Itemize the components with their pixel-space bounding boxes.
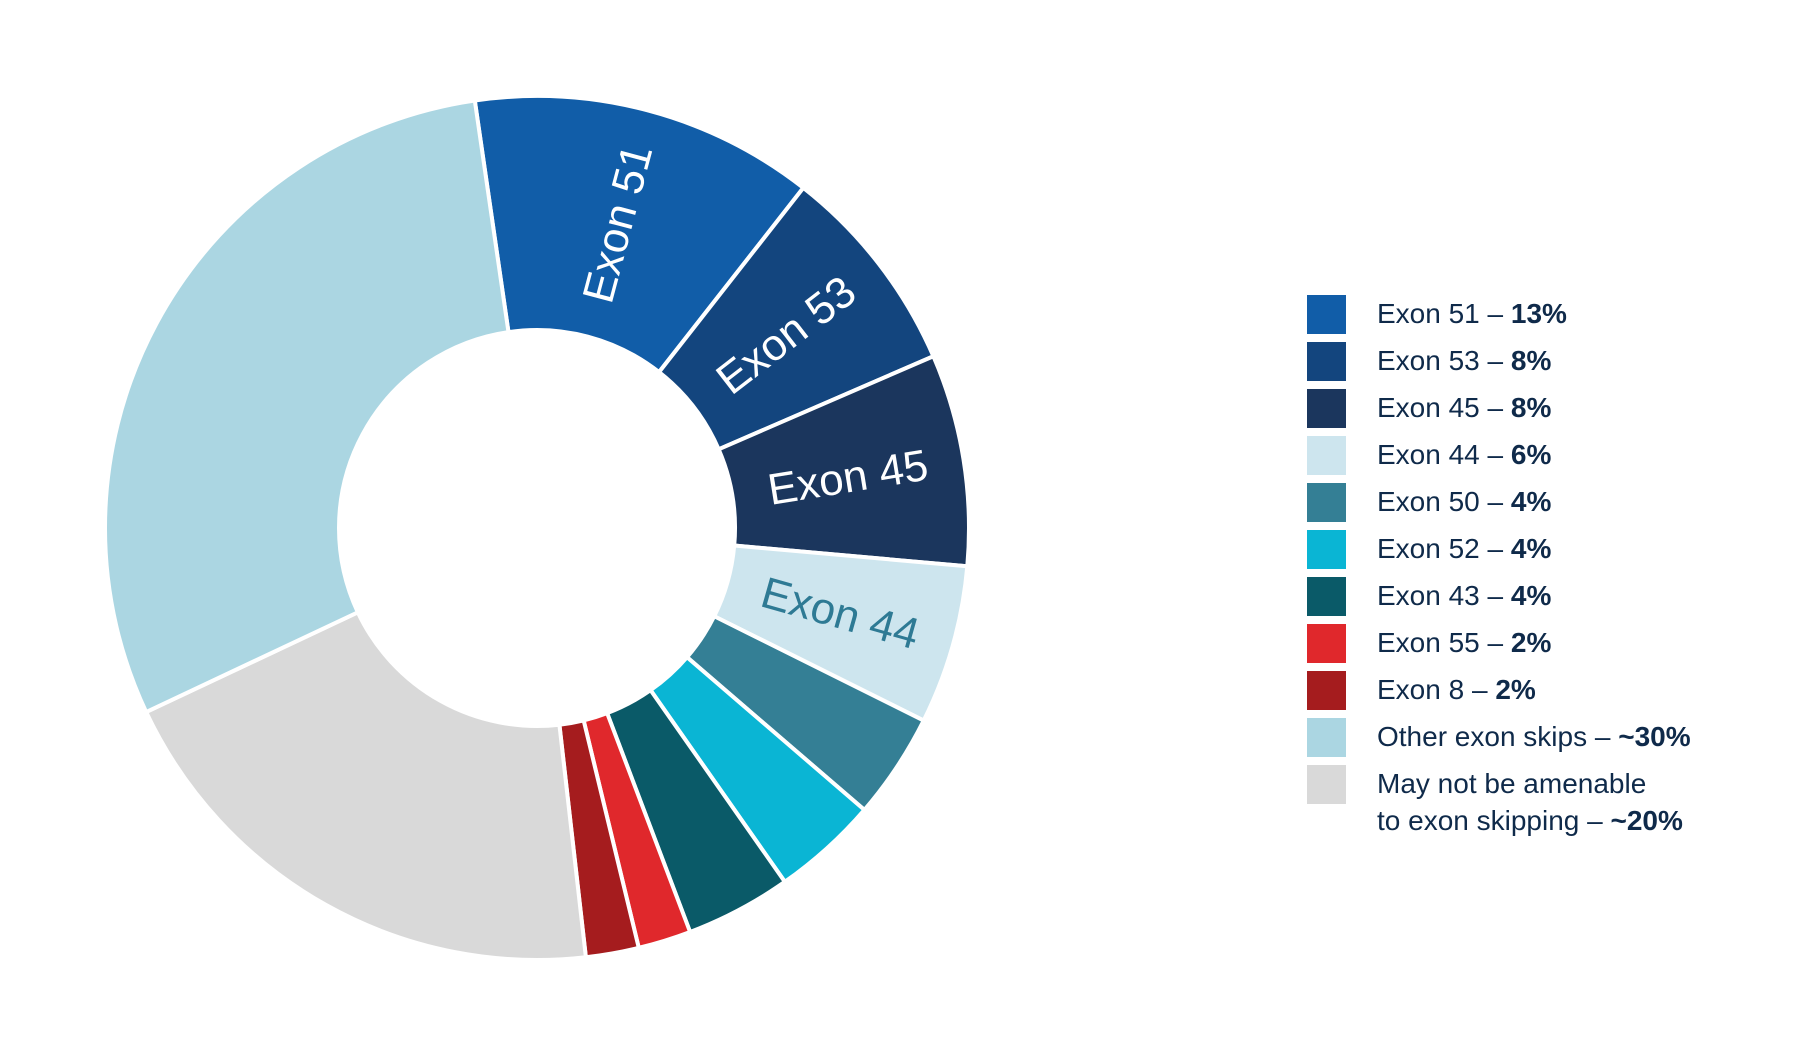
- legend-label-line: to exon skipping –: [1377, 805, 1611, 836]
- legend-label-text: Exon 51 –: [1377, 298, 1511, 329]
- legend-value-other: ~30%: [1618, 721, 1691, 752]
- legend-item-exon55: Exon 55 – 2%: [1307, 624, 1787, 671]
- legend-swatch-exon55: [1307, 624, 1346, 663]
- legend-label-exon52: Exon 52 – 4%: [1377, 530, 1551, 567]
- legend-value-exon8: 2%: [1495, 674, 1536, 705]
- legend-value-exon45: 8%: [1510, 392, 1552, 423]
- legend-label-text: Exon 52 –: [1377, 533, 1511, 564]
- legend-swatch-exon52: [1307, 530, 1346, 569]
- legend-label-not-amenable: May not be amenable to exon skipping – ~2…: [1377, 765, 1683, 839]
- legend-item-not-amenable: May not be amenable to exon skipping – ~2…: [1307, 765, 1787, 837]
- legend-label-line: May not be amenable: [1377, 768, 1647, 799]
- legend-item-exon53: Exon 53 – 8%: [1307, 342, 1787, 389]
- legend-item-exon43: Exon 43 – 4%: [1307, 577, 1787, 624]
- legend-item-exon8: Exon 8 – 2%: [1307, 671, 1787, 718]
- legend-swatch-exon44: [1307, 436, 1346, 475]
- legend-swatch-exon43: [1307, 577, 1346, 616]
- legend-label-text: Exon 53 –: [1377, 345, 1511, 376]
- legend-label-exon50: Exon 50 – 4%: [1377, 483, 1551, 520]
- legend-label-exon51: Exon 51 – 13%: [1377, 295, 1567, 332]
- legend-label-text: Other exon skips –: [1377, 721, 1619, 752]
- legend-label-other: Other exon skips – ~30%: [1377, 718, 1691, 755]
- legend-label-text: Exon 50 –: [1377, 486, 1511, 517]
- legend: Exon 51 – 13% Exon 53 – 8% Exon 45 – 8% Exo…: [1307, 295, 1787, 837]
- legend-value-exon50: 4%: [1510, 486, 1552, 517]
- legend-item-exon50: Exon 50 – 4%: [1307, 483, 1787, 530]
- slice-not-amenable: [143, 609, 589, 962]
- legend-label-text: Exon 44 –: [1377, 439, 1511, 470]
- legend-value-not-amenable: ~20%: [1610, 805, 1683, 836]
- legend-item-exon51: Exon 51 – 13%: [1307, 295, 1787, 342]
- legend-label-exon8: Exon 8 – 2%: [1377, 671, 1536, 708]
- legend-label-exon43: Exon 43 – 4%: [1377, 577, 1551, 614]
- legend-item-exon44: Exon 44 – 6%: [1307, 436, 1787, 483]
- legend-label-exon45: Exon 45 – 8%: [1377, 389, 1551, 426]
- legend-swatch-exon8: [1307, 671, 1346, 710]
- legend-label-text: Exon 43 –: [1377, 580, 1511, 611]
- legend-value-exon44: 6%: [1510, 439, 1552, 470]
- legend-item-exon52: Exon 52 – 4%: [1307, 530, 1787, 577]
- legend-swatch-exon51: [1307, 295, 1346, 334]
- legend-swatch-exon53: [1307, 342, 1346, 381]
- legend-label-text: Exon 55 –: [1377, 627, 1511, 658]
- legend-value-exon43: 4%: [1510, 580, 1552, 611]
- legend-label-text: Exon 45 –: [1377, 392, 1511, 423]
- legend-item-other: Other exon skips – ~30%: [1307, 718, 1787, 765]
- legend-swatch-exon45: [1307, 389, 1346, 428]
- legend-label-exon44: Exon 44 – 6%: [1377, 436, 1551, 473]
- legend-swatch-not-amenable: [1307, 765, 1346, 804]
- legend-value-exon55: 2%: [1510, 627, 1552, 658]
- legend-label-exon55: Exon 55 – 2%: [1377, 624, 1551, 661]
- legend-item-exon45: Exon 45 – 8%: [1307, 389, 1787, 436]
- legend-label-exon53: Exon 53 – 8%: [1377, 342, 1551, 379]
- legend-value-exon52: 4%: [1510, 533, 1552, 564]
- legend-value-exon51: 13%: [1510, 298, 1567, 329]
- slice-other: [103, 98, 511, 715]
- legend-label-text: Exon 8 –: [1377, 674, 1496, 705]
- legend-swatch-other: [1307, 718, 1346, 757]
- legend-value-exon53: 8%: [1510, 345, 1552, 376]
- slices-layer: [103, 94, 971, 962]
- slice-exon51: [472, 94, 807, 375]
- legend-swatch-exon50: [1307, 483, 1346, 522]
